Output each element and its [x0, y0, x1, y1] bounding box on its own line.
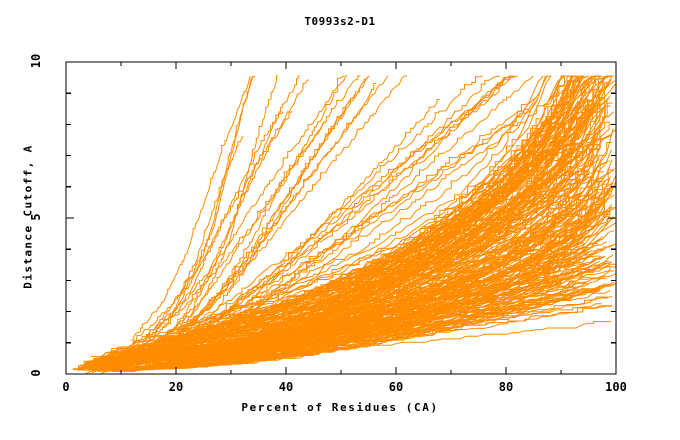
x-tick-label: 40: [278, 380, 294, 394]
data-curves: [72, 75, 617, 375]
y-tick-label: 5: [29, 213, 43, 221]
curve: [183, 75, 510, 332]
x-tick-label: 60: [388, 380, 404, 394]
curve: [127, 264, 575, 370]
curve: [172, 83, 377, 341]
x-tick-label: 20: [168, 380, 184, 394]
curve: [208, 98, 539, 338]
curve: [214, 96, 556, 333]
curve: [219, 75, 501, 316]
curve: [178, 75, 408, 334]
curve: [139, 111, 284, 351]
y-tick-label: 10: [29, 53, 43, 69]
curve: [138, 75, 256, 348]
curve: [150, 121, 327, 349]
y-tick-label: 0: [29, 369, 43, 377]
curve: [95, 75, 593, 370]
curve: [202, 75, 515, 329]
curve: [122, 136, 244, 353]
curve: [105, 75, 594, 371]
curve: [106, 126, 575, 372]
chart-title: T0993s2-D1: [304, 15, 376, 28]
curve: [131, 204, 587, 371]
x-tick-label: 0: [62, 380, 70, 394]
x-tick-label: 100: [605, 380, 627, 394]
curve: [90, 75, 551, 357]
curve: [141, 75, 255, 349]
curve: [98, 138, 600, 371]
axes-frame: [65, 61, 617, 375]
curve: [117, 234, 581, 372]
curve: [173, 75, 370, 338]
curve: [91, 75, 567, 363]
curve: [144, 75, 345, 339]
x-tick-label: 80: [498, 380, 514, 394]
curve: [211, 75, 483, 327]
curve: [162, 75, 361, 328]
curve: [193, 75, 513, 330]
curve: [245, 75, 512, 315]
x-axis-label: Percent of Residues (CA): [241, 401, 439, 414]
curve: [178, 75, 370, 337]
curve: [159, 75, 278, 347]
curve: [131, 75, 251, 341]
curve: [126, 170, 591, 372]
curve: [180, 94, 356, 345]
curve: [195, 97, 537, 332]
